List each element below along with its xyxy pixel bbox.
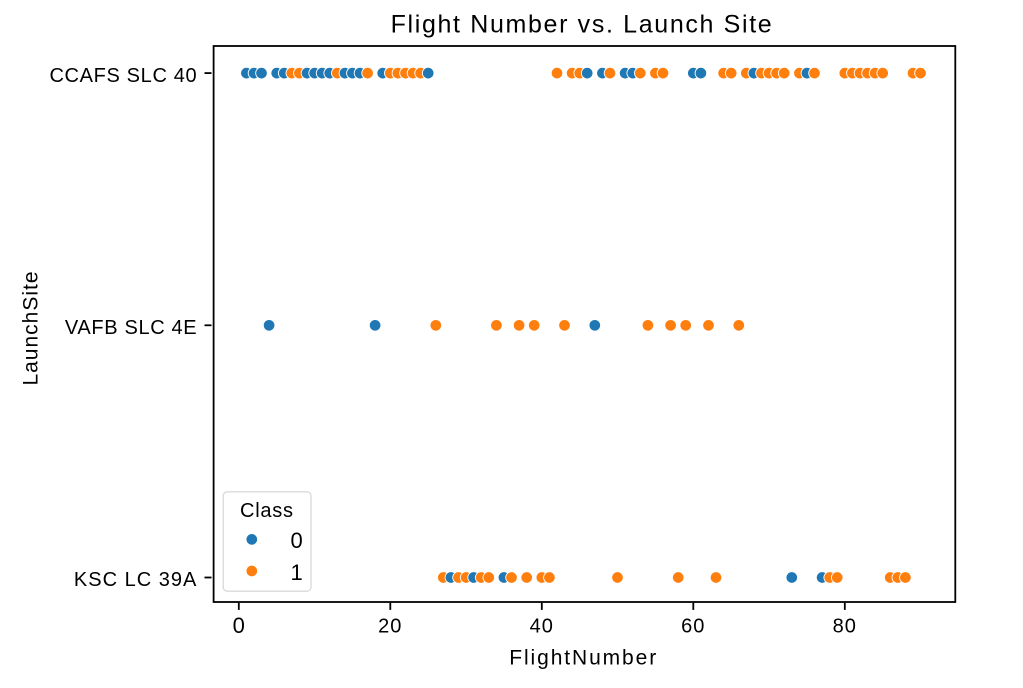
svg-text:40: 40	[530, 616, 554, 638]
svg-text:LaunchSite: LaunchSite	[19, 270, 42, 385]
svg-text:60: 60	[681, 616, 705, 638]
svg-text:20: 20	[378, 616, 402, 638]
svg-text:1: 1	[291, 560, 303, 585]
svg-text:FlightNumber: FlightNumber	[509, 646, 658, 669]
svg-text:0: 0	[233, 613, 245, 638]
svg-text:Class: Class	[240, 500, 294, 522]
svg-text:80: 80	[833, 616, 857, 638]
svg-text:0: 0	[291, 528, 303, 553]
svg-text:CCAFS SLC 40: CCAFS SLC 40	[49, 65, 197, 87]
svg-text:VAFB SLC 4E: VAFB SLC 4E	[65, 317, 197, 339]
svg-text:KSC LC 39A: KSC LC 39A	[74, 569, 197, 591]
svg-text:Flight Number vs. Launch Site: Flight Number vs. Launch Site	[391, 10, 774, 38]
